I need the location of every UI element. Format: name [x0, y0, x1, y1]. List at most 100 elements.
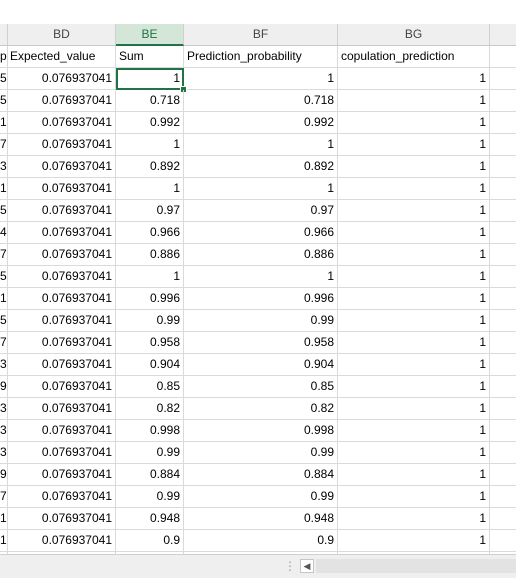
- cell-sum[interactable]: 1: [116, 266, 184, 288]
- cell-prediction-probability[interactable]: 0.884: [184, 464, 338, 486]
- cell-empty[interactable]: [490, 398, 516, 420]
- cell-partial[interactable]: 3: [0, 156, 8, 178]
- cell-copulation-prediction[interactable]: 1: [338, 398, 490, 420]
- cell-partial[interactable]: 5: [0, 68, 8, 90]
- cell-partial[interactable]: 5: [0, 266, 8, 288]
- cell-copulation-prediction[interactable]: 1: [338, 222, 490, 244]
- cell-empty[interactable]: [490, 156, 516, 178]
- cell-copulation-prediction[interactable]: 1: [338, 464, 490, 486]
- cell-prediction-probability[interactable]: 0.99: [184, 310, 338, 332]
- cell-prediction-probability[interactable]: 0.718: [184, 90, 338, 112]
- cell-expected-value[interactable]: 0.076937041: [8, 200, 116, 222]
- cell-sum[interactable]: 0.85: [116, 376, 184, 398]
- cell-copulation-prediction[interactable]: 1: [338, 68, 490, 90]
- cell-expected-value[interactable]: 0.076937041: [8, 332, 116, 354]
- split-handle-icon[interactable]: ⋮: [284, 559, 296, 573]
- cell-prob-header[interactable]: Prediction_probability: [184, 46, 338, 68]
- cell-sum[interactable]: 0.996: [116, 288, 184, 310]
- cell-expected-value[interactable]: 0.076937041: [8, 486, 116, 508]
- cell-sum[interactable]: 0.9: [116, 530, 184, 552]
- cell-sum[interactable]: 0.998: [116, 420, 184, 442]
- cell-empty[interactable]: [490, 244, 516, 266]
- cell-empty[interactable]: [490, 90, 516, 112]
- cell-empty[interactable]: [490, 310, 516, 332]
- cell-partial[interactable]: 1: [0, 530, 8, 552]
- cell-prediction-probability[interactable]: 0.99: [184, 442, 338, 464]
- cell-empty[interactable]: [490, 354, 516, 376]
- cell-prediction-probability[interactable]: 0.85: [184, 376, 338, 398]
- cell-expected-value[interactable]: 0.076937041: [8, 244, 116, 266]
- cell-expected-value[interactable]: 0.076937041: [8, 464, 116, 486]
- cell-empty[interactable]: [490, 112, 516, 134]
- cell-sum[interactable]: 0.82: [116, 398, 184, 420]
- cell-expected-value[interactable]: 0.076937041: [8, 68, 116, 90]
- cell-prediction-probability[interactable]: 1: [184, 178, 338, 200]
- cell-copulation-prediction[interactable]: 1: [338, 200, 490, 222]
- column-header-partial[interactable]: [0, 24, 8, 45]
- cell-empty[interactable]: [490, 332, 516, 354]
- cell-expected-value[interactable]: 0.076937041: [8, 530, 116, 552]
- cell-copulation-prediction[interactable]: 1: [338, 288, 490, 310]
- cell-sum[interactable]: 0.99: [116, 486, 184, 508]
- cell-expected-value[interactable]: 0.076937041: [8, 376, 116, 398]
- cell-sum[interactable]: 0.948: [116, 508, 184, 530]
- cell-empty[interactable]: [490, 420, 516, 442]
- cell-sum[interactable]: 0.718: [116, 90, 184, 112]
- cell-empty[interactable]: [490, 46, 516, 68]
- cell-empty[interactable]: [490, 530, 516, 552]
- cell-expected-value[interactable]: 0.076937041: [8, 508, 116, 530]
- cell-sum[interactable]: 0.892: [116, 156, 184, 178]
- cell-expected-header[interactable]: Expected_value: [8, 46, 116, 68]
- cell-partial[interactable]: 1: [0, 508, 8, 530]
- column-header-bg[interactable]: BG: [338, 24, 490, 45]
- cell-empty[interactable]: [490, 266, 516, 288]
- cell-copulation-prediction[interactable]: 1: [338, 244, 490, 266]
- cell-partial[interactable]: 3: [0, 442, 8, 464]
- cell-partial[interactable]: 3: [0, 354, 8, 376]
- cell-expected-value[interactable]: 0.076937041: [8, 222, 116, 244]
- cell-pred-header[interactable]: copulation_prediction: [338, 46, 490, 68]
- cell-partial[interactable]: p: [0, 46, 8, 68]
- cell-partial[interactable]: 3: [0, 420, 8, 442]
- cell-copulation-prediction[interactable]: 1: [338, 178, 490, 200]
- cell-prediction-probability[interactable]: 0.99: [184, 486, 338, 508]
- cell-empty[interactable]: [490, 442, 516, 464]
- cell-partial[interactable]: 1: [0, 178, 8, 200]
- cell-copulation-prediction[interactable]: 1: [338, 156, 490, 178]
- cell-partial[interactable]: 1: [0, 112, 8, 134]
- cell-expected-value[interactable]: 0.076937041: [8, 288, 116, 310]
- cell-partial[interactable]: 7: [0, 332, 8, 354]
- cell-expected-value[interactable]: 0.076937041: [8, 354, 116, 376]
- cell-expected-value[interactable]: 0.076937041: [8, 90, 116, 112]
- cell-partial[interactable]: 7: [0, 134, 8, 156]
- column-header-bf[interactable]: BF: [184, 24, 338, 45]
- cell-prediction-probability[interactable]: 0.992: [184, 112, 338, 134]
- cell-expected-value[interactable]: 0.076937041: [8, 310, 116, 332]
- column-header-next[interactable]: [490, 24, 516, 45]
- cell-copulation-prediction[interactable]: 1: [338, 310, 490, 332]
- column-header-be[interactable]: BE: [116, 24, 184, 46]
- cell-expected-value[interactable]: 0.076937041: [8, 398, 116, 420]
- cell-copulation-prediction[interactable]: 1: [338, 530, 490, 552]
- cell-expected-value[interactable]: 0.076937041: [8, 156, 116, 178]
- cell-prediction-probability[interactable]: 0.904: [184, 354, 338, 376]
- cell-copulation-prediction[interactable]: 1: [338, 486, 490, 508]
- cell-prediction-probability[interactable]: 1: [184, 68, 338, 90]
- cell-expected-value[interactable]: 0.076937041: [8, 134, 116, 156]
- cell-empty[interactable]: [490, 486, 516, 508]
- cell-partial[interactable]: 5: [0, 90, 8, 112]
- cell-sum[interactable]: 0.99: [116, 310, 184, 332]
- cell-prediction-probability[interactable]: 0.97: [184, 200, 338, 222]
- cell-sum[interactable]: 0.992: [116, 112, 184, 134]
- cell-sum[interactable]: 0.97: [116, 200, 184, 222]
- cell-prediction-probability[interactable]: 1: [184, 266, 338, 288]
- cell-copulation-prediction[interactable]: 1: [338, 354, 490, 376]
- cell-partial[interactable]: 9: [0, 376, 8, 398]
- cell-sum[interactable]: 0.884: [116, 464, 184, 486]
- cell-expected-value[interactable]: 0.076937041: [8, 266, 116, 288]
- cell-partial[interactable]: 5: [0, 200, 8, 222]
- cell-empty[interactable]: [490, 178, 516, 200]
- cell-partial[interactable]: 1: [0, 288, 8, 310]
- cell-sum[interactable]: 1: [116, 178, 184, 200]
- cell-expected-value[interactable]: 0.076937041: [8, 178, 116, 200]
